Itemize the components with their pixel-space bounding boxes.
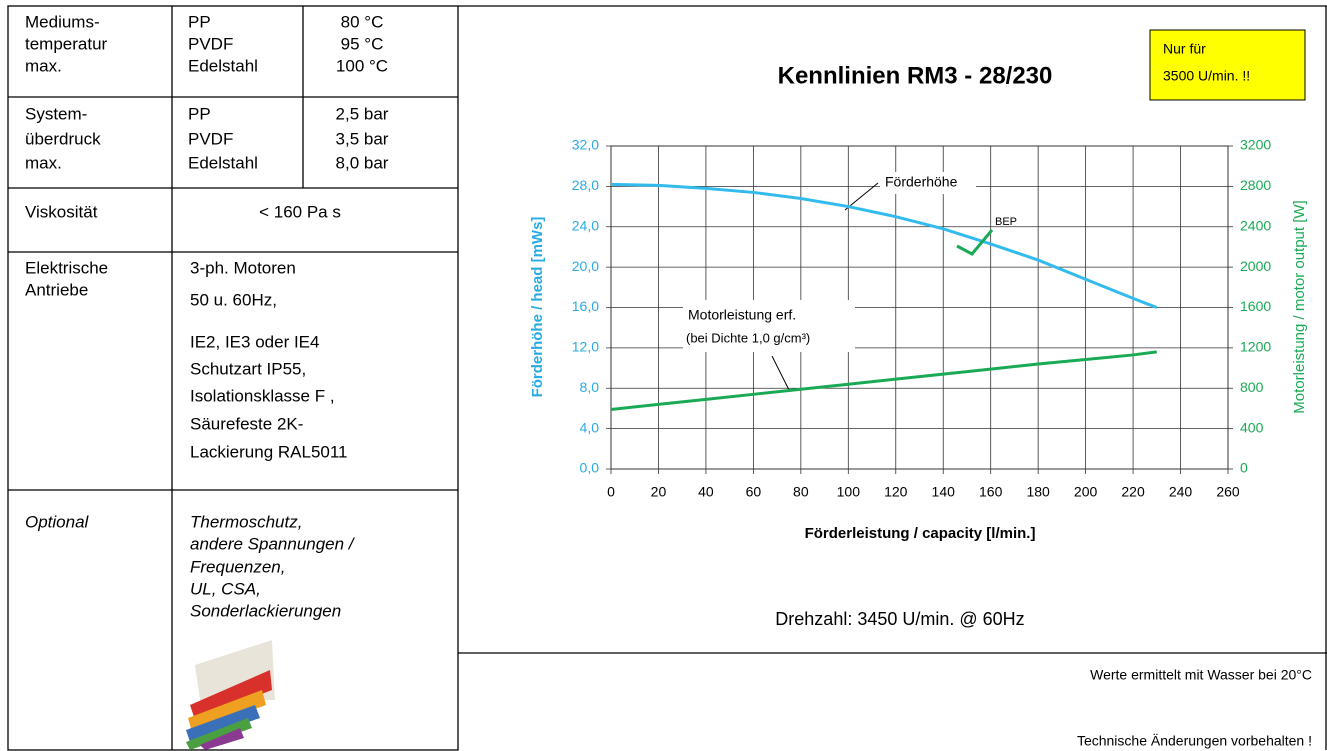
spec-text: UL, CSA, bbox=[190, 579, 261, 598]
spec-text: Sonderlackierungen bbox=[190, 601, 341, 620]
material: Edelstahl bbox=[188, 153, 258, 172]
x-tick-label: 40 bbox=[698, 484, 714, 500]
material: PP bbox=[188, 12, 211, 31]
row-label: Optional bbox=[25, 512, 90, 531]
spec-value: 80 °C bbox=[341, 12, 384, 31]
y-tick-label: 8,0 bbox=[580, 379, 600, 395]
spec-value: 95 °C bbox=[341, 34, 384, 53]
annotation: (bei Dichte 1,0 g/cm³) bbox=[686, 330, 810, 345]
y-tick-label: 16,0 bbox=[572, 298, 599, 314]
y-tick-label: 24,0 bbox=[572, 217, 599, 233]
spec-value: 100 °C bbox=[336, 56, 388, 75]
y2-tick-label: 2000 bbox=[1240, 258, 1271, 274]
row-label: Antriebe bbox=[25, 280, 88, 299]
annotation: Förderhöhe bbox=[885, 174, 958, 190]
material: PP bbox=[188, 104, 211, 123]
page: Nur für 3500 U/min. !! Kennlinien RM3 - … bbox=[0, 0, 1327, 751]
spec-text: 50 u. 60Hz, bbox=[190, 290, 277, 309]
spec-value: 8,0 bar bbox=[336, 153, 389, 172]
spec-value: 2,5 bar bbox=[336, 104, 389, 123]
row-label: überdruck bbox=[25, 129, 101, 148]
spec-text: andere Spannungen / bbox=[190, 534, 356, 553]
x-tick-label: 0 bbox=[607, 484, 615, 500]
spec-text: IE2, IE3 oder IE4 bbox=[190, 332, 319, 351]
y2-tick-label: 3200 bbox=[1240, 137, 1271, 153]
x-tick-label: 180 bbox=[1026, 484, 1050, 500]
spec-text: Isolationsklasse F , bbox=[190, 386, 335, 405]
y2-tick-label: 400 bbox=[1240, 419, 1264, 435]
footer-note: Technische Änderungen vorbehalten ! bbox=[1077, 733, 1312, 749]
row-label: max. bbox=[25, 153, 62, 172]
x-tick-label: 200 bbox=[1074, 484, 1098, 500]
y-tick-label: 20,0 bbox=[572, 258, 599, 274]
note-line: Nur für bbox=[1163, 41, 1206, 57]
y-tick-label: 4,0 bbox=[580, 419, 600, 435]
spec-text: Frequenzen, bbox=[190, 557, 285, 576]
x-tick-label: 80 bbox=[793, 484, 809, 500]
y2-tick-label: 2800 bbox=[1240, 177, 1271, 193]
series-line bbox=[611, 184, 1157, 307]
material: PVDF bbox=[188, 129, 233, 148]
y2-tick-label: 1600 bbox=[1240, 298, 1271, 314]
annotation: BEP bbox=[995, 216, 1017, 228]
y2-tick-label: 1200 bbox=[1240, 339, 1271, 355]
y-tick-label: 12,0 bbox=[572, 339, 599, 355]
x-tick-label: 260 bbox=[1216, 484, 1240, 500]
y2-axis-label: Motorleistung / motor output [W] bbox=[1291, 200, 1308, 413]
x-axis-label: Förderleistung / capacity [l/min.] bbox=[805, 525, 1036, 542]
y2-tick-label: 800 bbox=[1240, 379, 1264, 395]
spec-text: < 160 Pa s bbox=[259, 202, 341, 221]
row-label: Mediums- bbox=[25, 12, 100, 31]
annotation: Motorleistung erf. bbox=[688, 307, 796, 323]
row-label: temperatur bbox=[25, 34, 108, 53]
spec-text: Schutzart IP55, bbox=[190, 359, 306, 378]
row-label: Viskosität bbox=[25, 202, 98, 221]
y-tick-label: 28,0 bbox=[572, 177, 599, 193]
spec-text: Lackierung RAL5011 bbox=[190, 442, 348, 461]
spec-value: 3,5 bar bbox=[336, 129, 389, 148]
x-tick-label: 140 bbox=[932, 484, 956, 500]
speed-text: Drehzahl: 3450 U/min. @ 60Hz bbox=[775, 609, 1024, 629]
material: PVDF bbox=[188, 34, 233, 53]
footer-note: Werte ermittelt mit Wasser bei 20°C bbox=[1090, 667, 1312, 683]
x-tick-label: 100 bbox=[837, 484, 861, 500]
x-tick-label: 60 bbox=[746, 484, 762, 500]
color-fan-image bbox=[186, 640, 275, 750]
x-tick-label: 160 bbox=[979, 484, 1003, 500]
chart-title: Kennlinien RM3 - 28/230 bbox=[778, 62, 1053, 89]
x-tick-label: 120 bbox=[884, 484, 908, 500]
y2-tick-label: 0 bbox=[1240, 460, 1248, 476]
spec-text: Säurefeste 2K- bbox=[190, 414, 303, 433]
row-label: System- bbox=[25, 104, 87, 123]
y-tick-label: 32,0 bbox=[572, 137, 599, 153]
series-line bbox=[611, 352, 1157, 410]
x-tick-label: 240 bbox=[1169, 484, 1193, 500]
material: Edelstahl bbox=[188, 56, 258, 75]
y-axis-label: Förderhöhe / head [mWs] bbox=[529, 217, 546, 398]
spec-text: Thermoschutz, bbox=[190, 512, 302, 531]
y-tick-label: 0,0 bbox=[580, 460, 600, 476]
note-line: 3500 U/min. !! bbox=[1163, 68, 1250, 84]
row-label: max. bbox=[25, 56, 62, 75]
x-tick-label: 220 bbox=[1121, 484, 1145, 500]
row-label: Elektrische bbox=[25, 258, 108, 277]
spec-text: 3-ph. Motoren bbox=[190, 258, 296, 277]
leader-line bbox=[772, 356, 790, 392]
y2-tick-label: 2400 bbox=[1240, 217, 1271, 233]
x-tick-label: 20 bbox=[651, 484, 667, 500]
